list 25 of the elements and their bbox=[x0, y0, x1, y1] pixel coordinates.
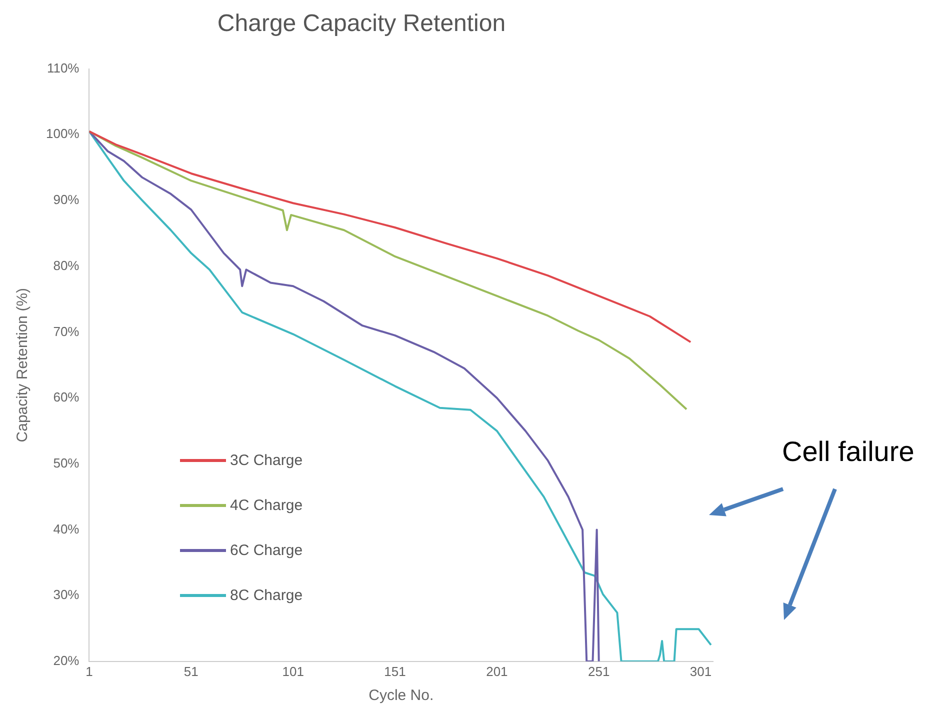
x-tick-label: 101 bbox=[282, 664, 304, 679]
y-tick-label: 80% bbox=[53, 258, 80, 273]
y-tick-label: 30% bbox=[53, 587, 80, 602]
x-tick-label: 51 bbox=[184, 664, 198, 679]
text: Cell failure bbox=[782, 436, 914, 468]
y-tick-label: 60% bbox=[53, 390, 80, 405]
y-tick-label: 20% bbox=[53, 652, 80, 668]
x-tick-label: 301 bbox=[690, 664, 712, 679]
x-tick-label: 1 bbox=[86, 664, 93, 679]
legend-label: 3C Charge bbox=[230, 452, 303, 469]
legend-label: 6C Charge bbox=[230, 542, 303, 559]
legend-label: 8C Charge bbox=[230, 587, 303, 604]
legend-label: 4C Charge bbox=[230, 497, 303, 514]
y-tick-label: 90% bbox=[53, 192, 80, 208]
y-tick-label: 50% bbox=[53, 455, 80, 470]
x-axis-title: Cycle No. bbox=[368, 687, 434, 704]
y-tick-label: 40% bbox=[53, 521, 80, 536]
x-tick-label: 151 bbox=[384, 664, 406, 679]
chart-title: Charge Capacity Retention bbox=[217, 10, 506, 38]
y-tick-label: 110% bbox=[46, 60, 80, 76]
y-tick-label: 70% bbox=[53, 324, 80, 339]
y-axis-title: Capacity Retention (%) bbox=[14, 288, 32, 442]
x-tick-label: 251 bbox=[588, 664, 610, 679]
y-tick-label: 100% bbox=[46, 126, 80, 142]
x-tick-label: 201 bbox=[486, 664, 508, 679]
